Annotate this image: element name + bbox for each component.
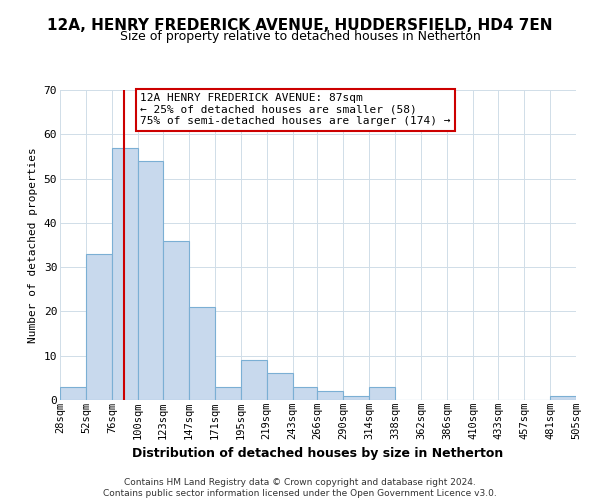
Bar xyxy=(189,307,215,400)
Bar xyxy=(112,148,138,400)
Text: Size of property relative to detached houses in Netherton: Size of property relative to detached ho… xyxy=(119,30,481,43)
Text: Contains HM Land Registry data © Crown copyright and database right 2024.
Contai: Contains HM Land Registry data © Crown c… xyxy=(103,478,497,498)
Text: 12A HENRY FREDERICK AVENUE: 87sqm
← 25% of detached houses are smaller (58)
75% : 12A HENRY FREDERICK AVENUE: 87sqm ← 25% … xyxy=(140,93,451,126)
Bar xyxy=(241,360,266,400)
Bar xyxy=(317,391,343,400)
Bar xyxy=(60,386,86,400)
Bar xyxy=(370,386,395,400)
Bar xyxy=(266,374,293,400)
Text: 12A, HENRY FREDERICK AVENUE, HUDDERSFIELD, HD4 7EN: 12A, HENRY FREDERICK AVENUE, HUDDERSFIEL… xyxy=(47,18,553,32)
Bar xyxy=(293,386,317,400)
Bar xyxy=(343,396,370,400)
Bar xyxy=(215,386,241,400)
Bar xyxy=(550,396,576,400)
Bar xyxy=(86,254,112,400)
Bar xyxy=(163,240,189,400)
Y-axis label: Number of detached properties: Number of detached properties xyxy=(28,147,38,343)
X-axis label: Distribution of detached houses by size in Netherton: Distribution of detached houses by size … xyxy=(133,447,503,460)
Bar xyxy=(138,161,163,400)
